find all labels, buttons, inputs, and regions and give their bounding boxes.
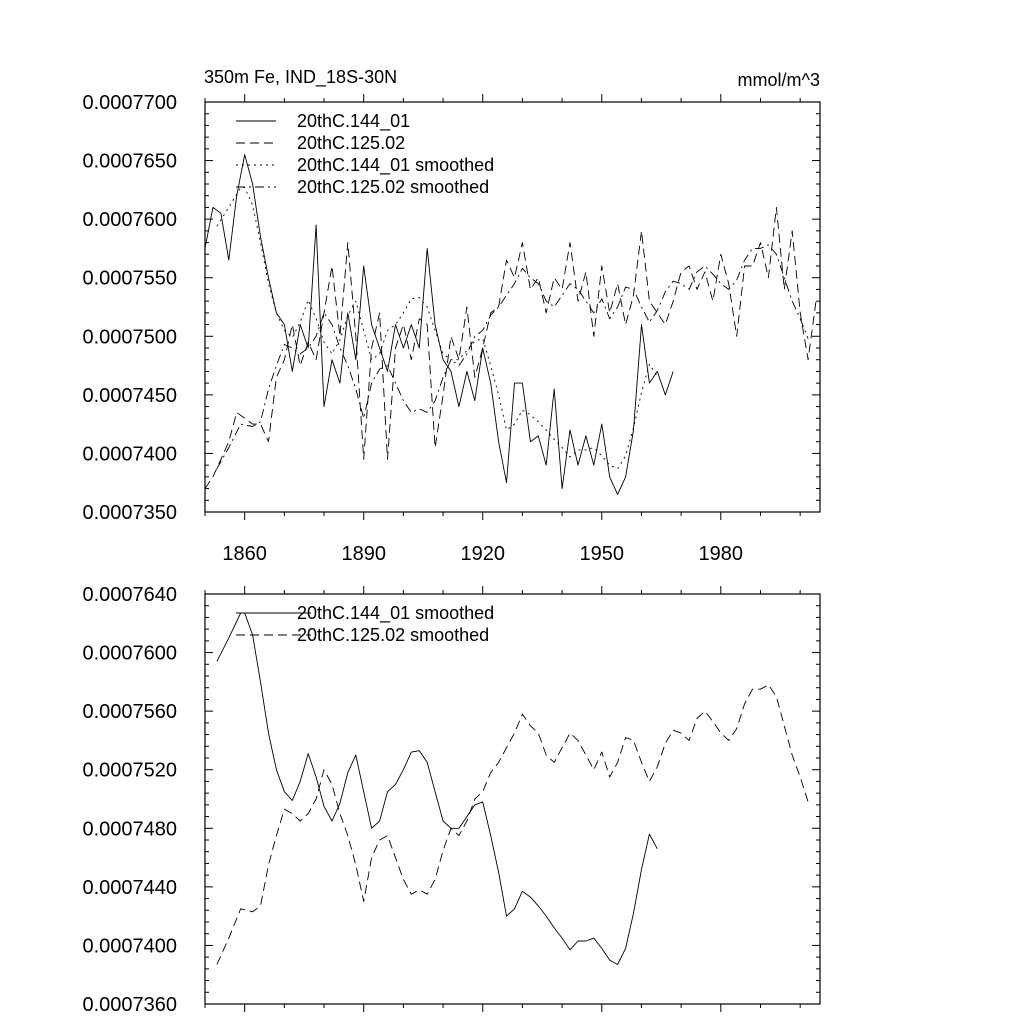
y-tick-label: 0.0007640 xyxy=(82,584,177,606)
y-tick-label: 0.0007520 xyxy=(82,760,177,782)
legend-label-1: 20thC.125.02 xyxy=(297,133,405,153)
units-label: mmol/m^3 xyxy=(738,70,820,90)
y-tick-label: 0.0007360 xyxy=(82,994,177,1016)
chart-title: 350m Fe, IND_18S-30N xyxy=(204,67,397,88)
x-tick-label: 1890 xyxy=(341,543,386,565)
legend-label-1: 20thC.125.02 smoothed xyxy=(297,625,489,645)
y-tick-label: 0.0007480 xyxy=(82,818,177,840)
legend-label-2: 20thC.144_01 smoothed xyxy=(297,155,494,176)
x-tick-label: 1950 xyxy=(580,543,625,565)
x-tick-label: 1920 xyxy=(460,543,505,565)
series-line-2 xyxy=(216,187,658,470)
legend-label-0: 20thC.144_01 smoothed xyxy=(297,603,494,624)
legend-label-3: 20thC.125.02 smoothed xyxy=(297,177,489,197)
y-tick-label: 0.0007650 xyxy=(82,151,177,173)
series-line-0 xyxy=(216,612,658,965)
top-panel: 350m Fe, IND_18S-30N mmol/m^3 0.00073500… xyxy=(82,67,821,565)
y-tick-label: 0.0007550 xyxy=(82,268,177,290)
y-tick-label: 0.0007350 xyxy=(82,502,177,524)
y-tick-label: 0.0007400 xyxy=(82,443,177,465)
legend-label-0: 20thC.144_01 xyxy=(297,111,410,132)
y-tick-label: 0.0007560 xyxy=(82,701,177,723)
bottom-axis-ticks: 0.0007360 0.0007400 0.0007440 0.0007480 0.00… xyxy=(82,584,820,1016)
series-line-0 xyxy=(204,154,674,495)
series-line-1 xyxy=(216,684,809,965)
x-tick-label: 1980 xyxy=(699,543,744,565)
top-plot-frame xyxy=(204,101,821,513)
top-axis-ticks: 0.0007350 0.0007400 0.0007450 0.0007500 0.00… xyxy=(82,92,820,565)
top-series-group xyxy=(204,154,817,495)
series-line-3 xyxy=(216,244,809,469)
x-tick-label: 1860 xyxy=(222,543,267,565)
y-tick-label: 0.0007450 xyxy=(82,385,177,407)
y-tick-label: 0.0007600 xyxy=(82,643,177,665)
y-tick-label: 0.0007700 xyxy=(82,92,177,114)
bottom-plot-frame xyxy=(204,593,821,1005)
bottom-series-group xyxy=(216,612,809,965)
series-line-1 xyxy=(204,206,817,489)
y-tick-label: 0.0007500 xyxy=(82,326,177,348)
y-tick-label: 0.0007600 xyxy=(82,209,177,231)
y-tick-label: 0.0007400 xyxy=(82,935,177,957)
y-tick-label: 0.0007440 xyxy=(82,877,177,899)
bottom-panel: 0.0007360 0.0007400 0.0007440 0.0007480 0.00… xyxy=(82,584,821,1016)
